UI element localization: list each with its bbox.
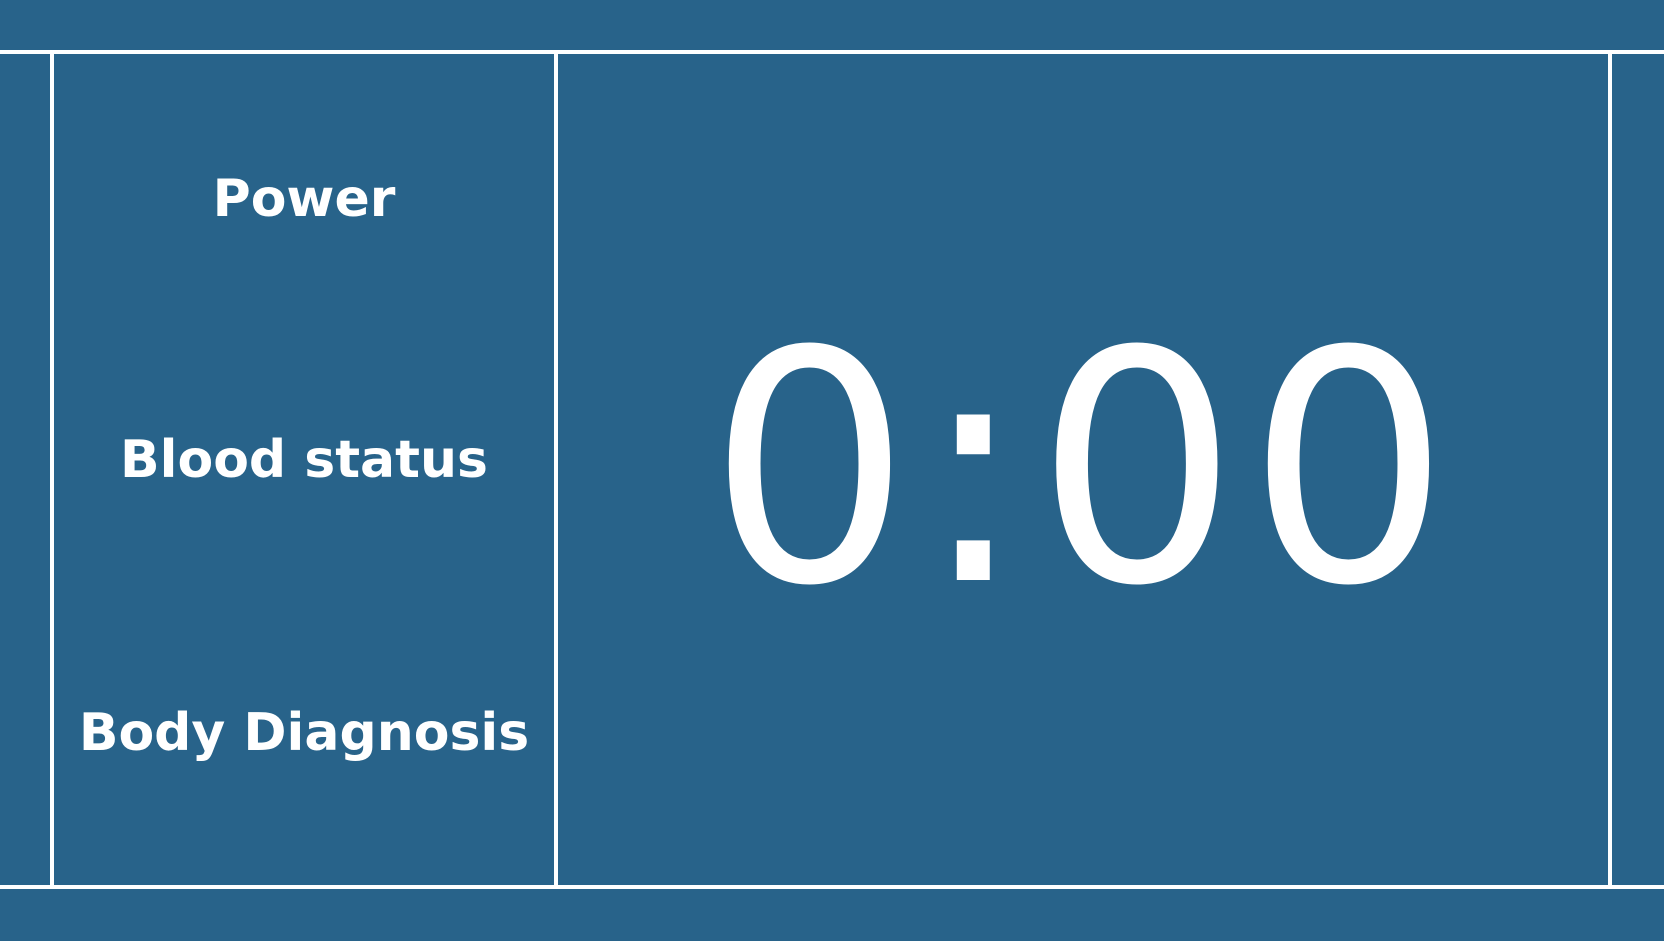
- top-divider: [0, 50, 1664, 54]
- bottom-divider: [0, 885, 1664, 889]
- power-button[interactable]: Power: [212, 169, 396, 229]
- right-border: [1608, 50, 1612, 889]
- timer-display: 0:00: [707, 284, 1459, 656]
- left-border: [50, 50, 54, 889]
- blood-status-button[interactable]: Blood status: [120, 430, 488, 490]
- body-diagnosis-button[interactable]: Body Diagnosis: [78, 703, 530, 763]
- panel-divider: [554, 50, 558, 889]
